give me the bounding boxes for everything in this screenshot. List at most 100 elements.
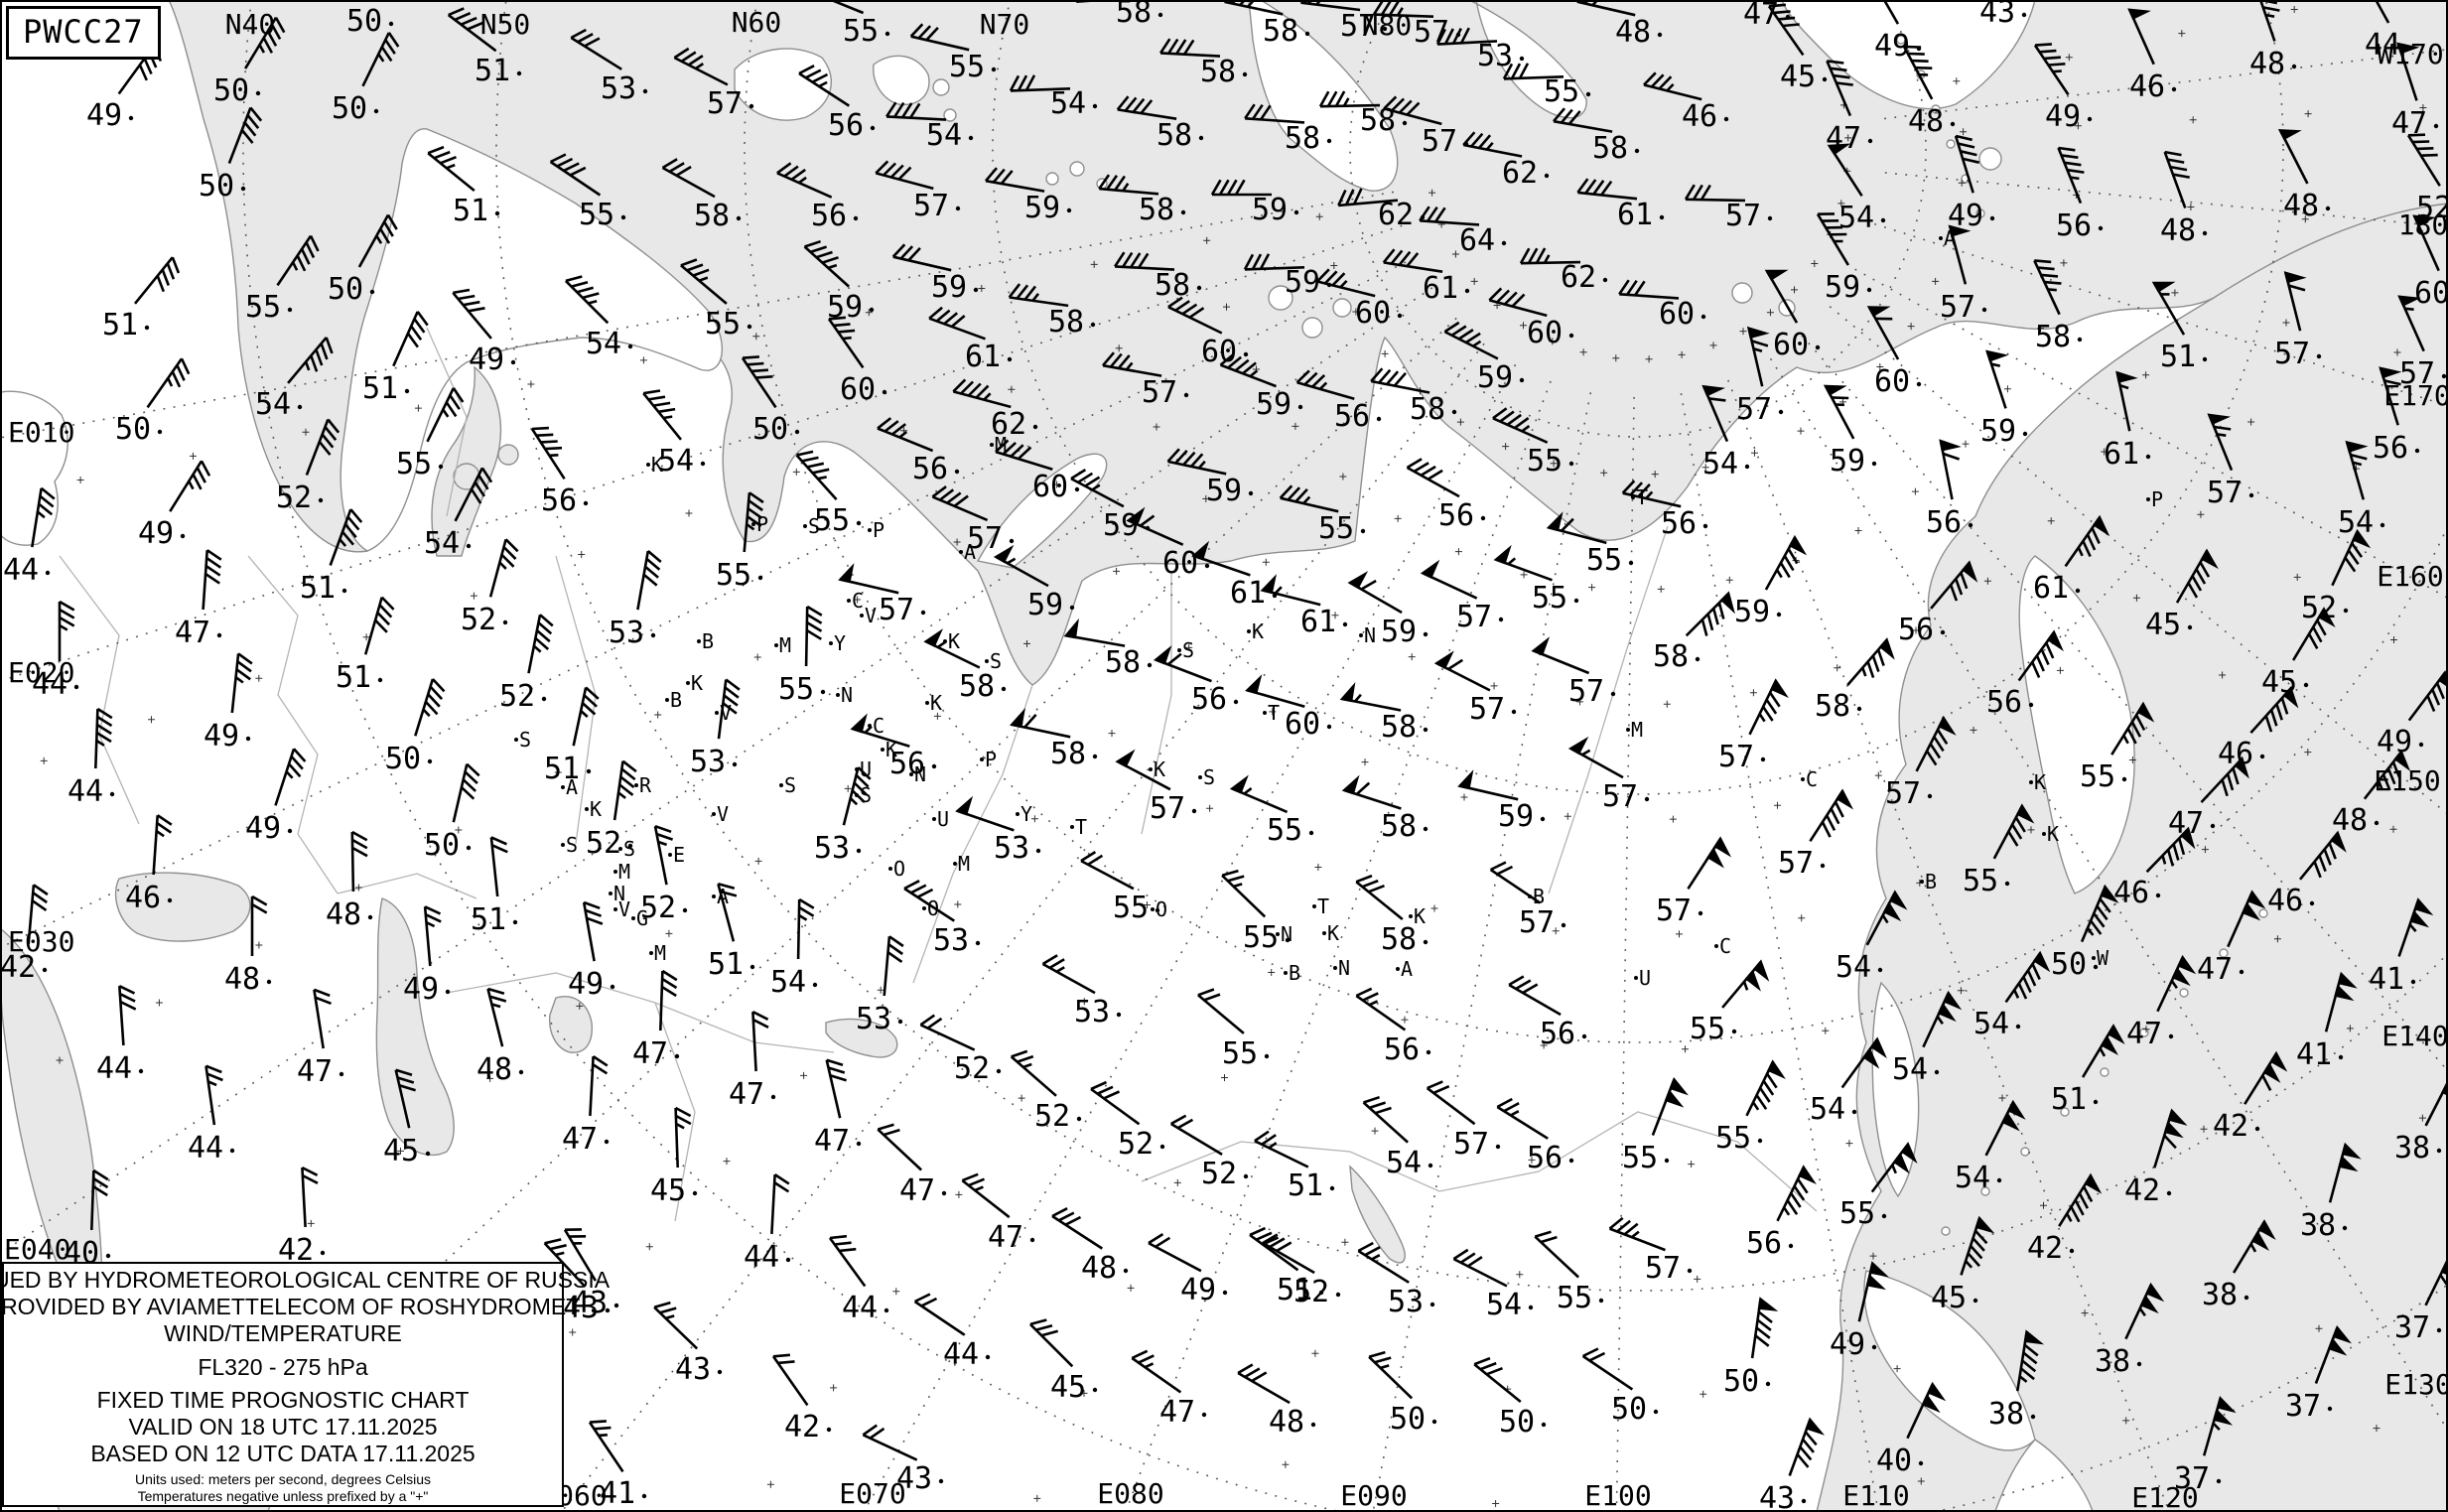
wind-barb [1420, 559, 1478, 600]
station: 51 [102, 256, 181, 343]
wind-barb [570, 28, 622, 70]
station-dot [931, 763, 937, 769]
city-letter: B [702, 629, 714, 653]
station: 47 [729, 1010, 776, 1112]
temperature-label: 53 [1074, 995, 1110, 1030]
wind-barb [877, 417, 934, 453]
station: 55 [1839, 1142, 1918, 1231]
temperature-label: 42 [2213, 1109, 2248, 1144]
city-marker: A [1939, 226, 1956, 250]
station-dot [1968, 522, 1973, 528]
temperature-label: 56 [1926, 505, 1962, 540]
city-letter: M [779, 633, 791, 657]
wind-barb [1493, 544, 1553, 582]
station-dot [494, 210, 500, 216]
temperature-label: 44 [744, 1240, 779, 1275]
station-dot [1423, 727, 1428, 733]
temperature-label: 44 [96, 1051, 132, 1086]
station: 60 [1126, 506, 1210, 581]
city-letter: S [860, 783, 872, 807]
wind-barb [2379, 366, 2402, 426]
wind-barb [1948, 224, 1972, 285]
city-marker: U [932, 807, 949, 831]
graticule-plus-mark [307, 1219, 315, 1227]
station-dot [1423, 826, 1428, 832]
temperature-label: 56 [912, 452, 948, 486]
temperature-label: 64 [1459, 223, 1495, 258]
station-dot [466, 543, 472, 549]
station: 45 [650, 1106, 698, 1208]
station-dot [2239, 969, 2244, 975]
graticule-plus-mark [1837, 200, 1845, 207]
city-letter: G [636, 906, 648, 930]
graticule-plus-mark [56, 1056, 64, 1064]
city-letter: P [2151, 487, 2163, 511]
wind-barb [804, 605, 823, 667]
temperature-label: 59 [1381, 615, 1417, 649]
wind-barb [642, 389, 683, 441]
wind-barb [661, 158, 716, 199]
graticule-plus-mark [2060, 259, 2068, 267]
city-letter: Y [834, 631, 846, 655]
city-marker: A [959, 540, 976, 564]
temperature-label: 57 [1602, 779, 1638, 814]
station: 52 [499, 614, 554, 714]
station-dot [377, 677, 383, 683]
temperature-label: 51 [362, 371, 398, 406]
graticule-plus-mark [1490, 682, 1498, 690]
station-dot [1757, 1138, 1763, 1144]
wind-barb [152, 814, 173, 876]
station-dot [1092, 754, 1098, 759]
graticule-plus-mark [1701, 464, 1709, 472]
wind-barb [771, 1353, 809, 1407]
station: 54 [1362, 1095, 1433, 1180]
station: 55 [1690, 959, 1770, 1046]
station: 51 [2151, 281, 2208, 374]
wind-barb [2110, 701, 2155, 756]
temperature-label: 53 [1388, 1285, 1424, 1319]
station-dot [341, 588, 347, 594]
graticule-plus-mark [1206, 804, 1214, 812]
latitude-label: N60 [732, 6, 782, 39]
temperature-label: 52 [276, 481, 312, 515]
graticule-plus-mark [1739, 328, 1747, 336]
temperature-label: 46 [125, 881, 161, 915]
wind-barb [2396, 42, 2420, 101]
wind-barb [2227, 890, 2266, 948]
city-letter: B [1533, 885, 1545, 908]
station: 55 [549, 153, 626, 232]
station-dot [973, 287, 979, 293]
station-dot [425, 1151, 431, 1157]
city-marker: S [985, 649, 1002, 673]
temperature-label: 53 [690, 745, 726, 779]
station-dot [897, 1019, 903, 1025]
station-dot [1634, 148, 1640, 154]
wind-barb [1489, 861, 1542, 904]
station: 52 [1090, 1080, 1165, 1162]
temperature-label: 51 [336, 660, 371, 695]
wind-barb [489, 836, 508, 897]
station: 60 [2412, 214, 2448, 311]
wind-barb [2232, 1219, 2276, 1274]
city-letter: S [519, 728, 531, 752]
station-dot [1304, 31, 1310, 37]
city-marker: K [943, 629, 960, 653]
graticule-plus-mark [1651, 471, 1659, 479]
station-dot [1700, 314, 1706, 320]
graticule-plus-mark [800, 1071, 808, 1079]
temperature-label: 51 [2160, 340, 2196, 374]
temperature-label: 60 [1773, 328, 1809, 362]
temperature-label: 59 [1256, 387, 1292, 422]
temperature-label: 57 [707, 86, 743, 121]
station: 52 [586, 759, 637, 861]
station-dot [996, 1068, 1002, 1074]
station-dot [297, 404, 303, 410]
graticule-plus-mark [1811, 260, 1819, 267]
graticule-plus-mark [1612, 354, 1620, 362]
station-dot [1581, 1033, 1587, 1039]
temperature-label: 58 [1381, 809, 1417, 844]
city-letter: K [2047, 822, 2059, 846]
station-dot [1568, 461, 1574, 467]
station: 58 [1008, 283, 1096, 340]
wind-barb [2324, 971, 2358, 1032]
